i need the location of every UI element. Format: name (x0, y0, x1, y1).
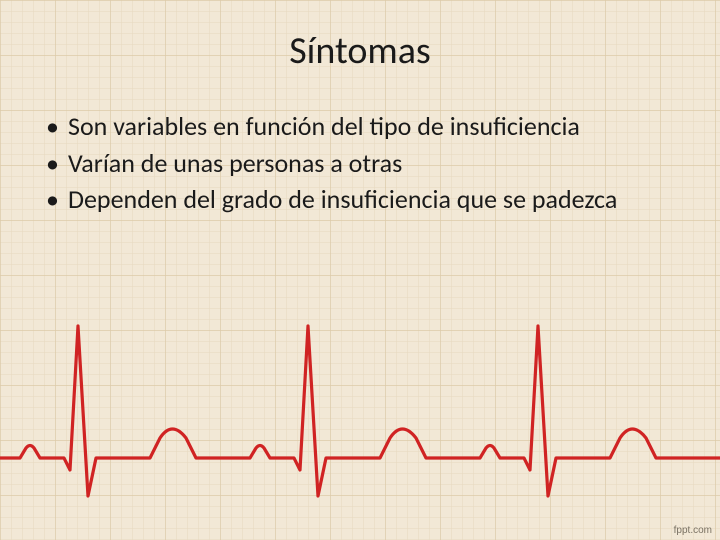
slide-content: Síntomas Son variables en función del ti… (0, 0, 720, 216)
list-item: Son variables en función del tipo de ins… (40, 110, 680, 143)
ecg-path (0, 326, 720, 496)
ecg-waveform (0, 298, 720, 518)
list-item: Dependen del grado de insuficiencia que … (40, 183, 680, 216)
slide-title: Síntomas (40, 28, 680, 74)
bullet-list: Son variables en función del tipo de ins… (40, 110, 680, 216)
watermark: fppt.com (674, 525, 712, 536)
list-item: Varían de unas personas a otras (40, 147, 680, 180)
